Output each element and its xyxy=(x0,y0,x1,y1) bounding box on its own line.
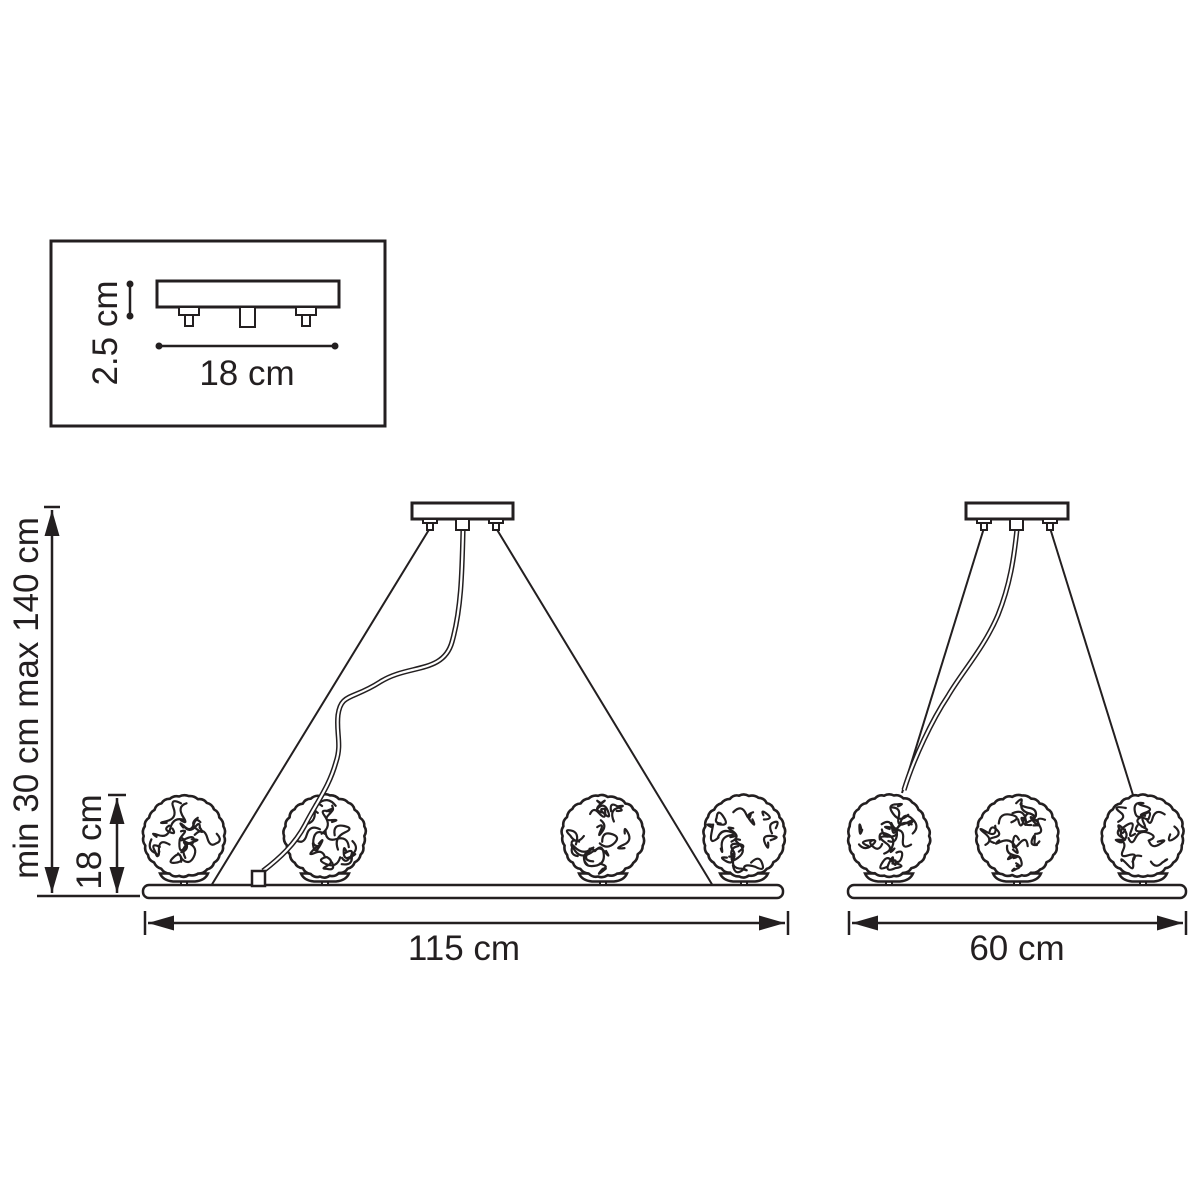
suspension-wire-left xyxy=(210,527,431,887)
ceiling-plate xyxy=(155,279,341,309)
shade-height-label: 18 cm xyxy=(70,794,109,889)
plate-width-dimension: 18 cm xyxy=(155,342,339,393)
plate-tab-center xyxy=(239,306,256,328)
arrowhead-left xyxy=(148,915,174,931)
canopy-connector-left-stem xyxy=(980,522,988,531)
canopy-body xyxy=(410,501,515,521)
canopy-connector-center xyxy=(1009,518,1024,531)
arrowhead-right xyxy=(1157,915,1183,931)
plate-tab-left-stem xyxy=(184,314,194,327)
lamp-sphere-outline xyxy=(141,793,227,879)
canopy-connector-right-stem xyxy=(1046,522,1054,531)
plate-tab-left xyxy=(178,306,200,316)
lamp-sphere xyxy=(974,793,1060,886)
lamp-sphere xyxy=(702,793,787,886)
suspension-wire-right xyxy=(495,527,714,887)
dim-dot xyxy=(126,312,134,320)
lamp-sphere-texture xyxy=(293,799,358,871)
power-cable-core xyxy=(902,528,1019,791)
lamp-sphere xyxy=(141,793,227,886)
fixture-bar xyxy=(141,883,785,900)
suspension-height-dimension: min 30 cm max 140 cm xyxy=(7,505,140,898)
ceiling-plate-drawing xyxy=(155,279,341,328)
arrowhead-right xyxy=(759,915,785,931)
canopy-connector-center xyxy=(455,518,470,531)
dim-dot xyxy=(126,280,134,288)
canopy-detail-inset: 2.5 cm 18 cm xyxy=(49,239,387,428)
plate-tab-right xyxy=(295,306,317,316)
lamp-sphere xyxy=(282,792,368,886)
ceiling-canopy xyxy=(964,501,1070,531)
arrowhead-left xyxy=(852,915,878,931)
lamp-sphere-texture xyxy=(565,799,631,875)
left-width-label: 115 cm xyxy=(408,929,520,968)
canopy-connector-right-stem xyxy=(492,522,500,531)
suspension-wire-right xyxy=(1049,527,1134,796)
arrowhead-down xyxy=(44,867,60,893)
lamp-sphere-texture xyxy=(706,807,779,874)
plate-width-label: 18 cm xyxy=(199,354,294,393)
right-width-dimension: 60 cm xyxy=(847,911,1188,968)
plate-height-label: 2.5 cm xyxy=(86,280,125,385)
dim-dot xyxy=(155,342,163,350)
dim-dot xyxy=(331,342,339,350)
left-fixture: 115 cm xyxy=(141,501,790,968)
lamp-sphere xyxy=(1100,793,1185,886)
right-width-label: 60 cm xyxy=(969,929,1064,968)
left-width-dimension: 115 cm xyxy=(143,911,790,968)
lamp-sphere-texture xyxy=(857,802,918,871)
canopy-body xyxy=(964,501,1070,521)
suspension-wire-left xyxy=(901,527,985,794)
shade-height-dimension: 18 cm xyxy=(70,793,126,893)
power-cable xyxy=(901,528,1020,791)
plate-tab-right-stem xyxy=(301,314,311,327)
suspension-height-label: min 30 cm max 140 cm xyxy=(7,517,46,879)
arrowhead-up xyxy=(109,798,125,824)
lamp-sphere-texture xyxy=(1114,801,1180,870)
lamp-sphere xyxy=(560,793,646,886)
fixture-bar xyxy=(846,883,1188,900)
lamp-sphere-texture xyxy=(148,800,221,864)
power-cable-core xyxy=(262,530,465,872)
right-fixture: 60 cm xyxy=(846,501,1188,968)
ceiling-canopy xyxy=(410,501,515,531)
cable-connector-box xyxy=(250,869,267,888)
arrowhead-down xyxy=(109,867,125,893)
lamp-sphere xyxy=(846,793,932,886)
inset-border xyxy=(49,239,387,428)
canopy-connector-left-stem xyxy=(426,522,434,531)
lamp-sphere-outline xyxy=(1100,793,1185,878)
lamp-sphere-texture xyxy=(979,798,1047,872)
arrowhead-up xyxy=(44,510,60,536)
plate-height-dimension: 2.5 cm xyxy=(86,280,134,386)
